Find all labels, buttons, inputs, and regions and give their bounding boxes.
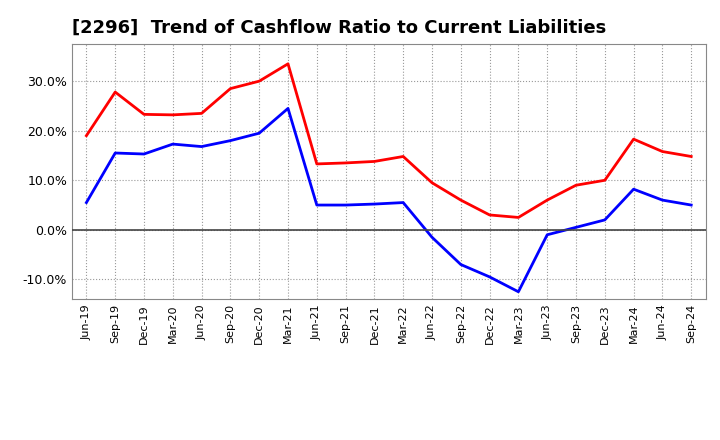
- Free CF to Current Liabilities: [82, 200, 91, 205]
- Free CF to Current Liabilities: [543, 232, 552, 238]
- Operating CF to Current Liabilities: [456, 198, 465, 203]
- Free CF to Current Liabilities: [197, 144, 206, 149]
- Operating CF to Current Liabilities: [399, 154, 408, 159]
- Free CF to Current Liabilities: [168, 141, 177, 147]
- Free CF to Current Liabilities: [687, 202, 696, 208]
- Free CF to Current Liabilities: [629, 187, 638, 192]
- Operating CF to Current Liabilities: [341, 160, 350, 165]
- Operating CF to Current Liabilities: [514, 215, 523, 220]
- Free CF to Current Liabilities: [341, 202, 350, 208]
- Operating CF to Current Liabilities: [428, 180, 436, 185]
- Free CF to Current Liabilities: [485, 274, 494, 279]
- Operating CF to Current Liabilities: [312, 161, 321, 167]
- Operating CF to Current Liabilities: [658, 149, 667, 154]
- Operating CF to Current Liabilities: [197, 111, 206, 116]
- Operating CF to Current Liabilities: [255, 78, 264, 84]
- Free CF to Current Liabilities: [284, 106, 292, 111]
- Operating CF to Current Liabilities: [572, 183, 580, 188]
- Text: [2296]  Trend of Cashflow Ratio to Current Liabilities: [2296] Trend of Cashflow Ratio to Curren…: [72, 19, 606, 37]
- Free CF to Current Liabilities: [600, 217, 609, 223]
- Free CF to Current Liabilities: [255, 131, 264, 136]
- Operating CF to Current Liabilities: [485, 213, 494, 218]
- Free CF to Current Liabilities: [226, 138, 235, 143]
- Operating CF to Current Liabilities: [284, 61, 292, 66]
- Free CF to Current Liabilities: [658, 198, 667, 203]
- Free CF to Current Liabilities: [370, 202, 379, 207]
- Operating CF to Current Liabilities: [111, 89, 120, 95]
- Free CF to Current Liabilities: [572, 225, 580, 230]
- Free CF to Current Liabilities: [428, 235, 436, 240]
- Legend: Operating CF to Current Liabilities, Free CF to Current Liabilities: Operating CF to Current Liabilities, Fre…: [138, 438, 639, 440]
- Line: Operating CF to Current Liabilities: Operating CF to Current Liabilities: [86, 64, 691, 217]
- Free CF to Current Liabilities: [456, 262, 465, 267]
- Free CF to Current Liabilities: [312, 202, 321, 208]
- Free CF to Current Liabilities: [140, 151, 148, 157]
- Operating CF to Current Liabilities: [82, 133, 91, 138]
- Operating CF to Current Liabilities: [226, 86, 235, 91]
- Free CF to Current Liabilities: [111, 150, 120, 156]
- Operating CF to Current Liabilities: [543, 198, 552, 203]
- Operating CF to Current Liabilities: [687, 154, 696, 159]
- Free CF to Current Liabilities: [399, 200, 408, 205]
- Line: Free CF to Current Liabilities: Free CF to Current Liabilities: [86, 108, 691, 292]
- Operating CF to Current Liabilities: [629, 136, 638, 142]
- Operating CF to Current Liabilities: [140, 112, 148, 117]
- Free CF to Current Liabilities: [514, 289, 523, 294]
- Operating CF to Current Liabilities: [600, 178, 609, 183]
- Operating CF to Current Liabilities: [168, 112, 177, 117]
- Operating CF to Current Liabilities: [370, 159, 379, 164]
